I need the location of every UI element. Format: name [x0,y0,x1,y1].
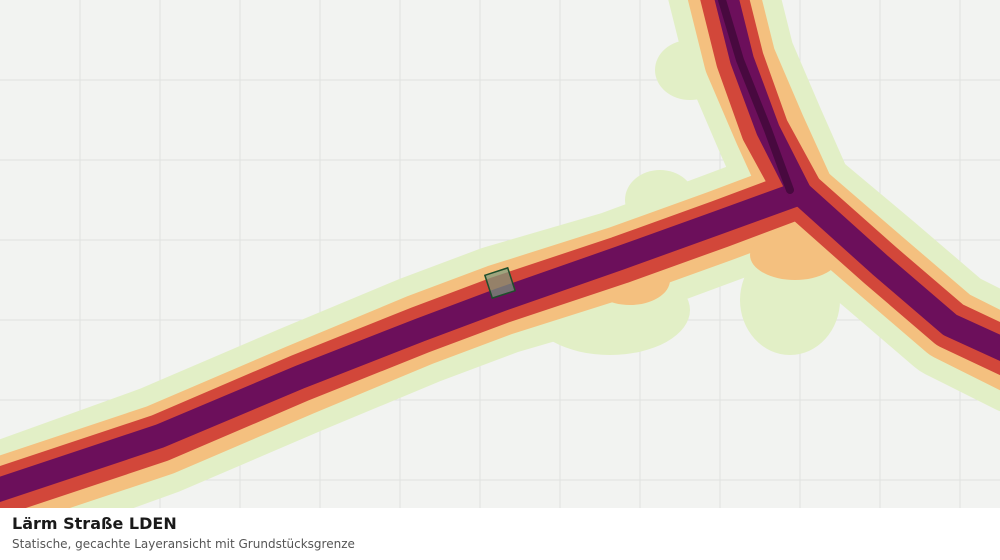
noise-layer [0,0,1000,508]
parcel-boundary [483,266,517,300]
layer-subtitle: Statische, gecachte Layeransicht mit Gru… [12,537,355,551]
caption-panel: Lärm Straße LDEN Statische, gecachte Lay… [0,508,1000,560]
layer-title: Lärm Straße LDEN [12,514,177,533]
map [0,0,1000,508]
